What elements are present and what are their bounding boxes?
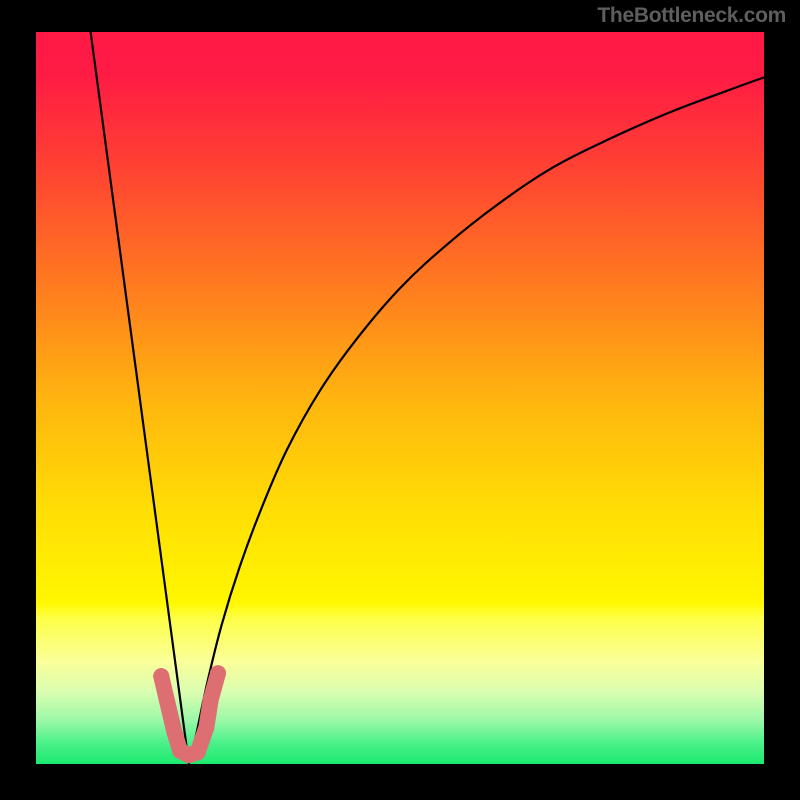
plot-background [36,32,764,764]
attribution-label: TheBottleneck.com [597,4,786,28]
bottleneck-chart [0,0,800,800]
chart-container: TheBottleneck.com [0,0,800,800]
